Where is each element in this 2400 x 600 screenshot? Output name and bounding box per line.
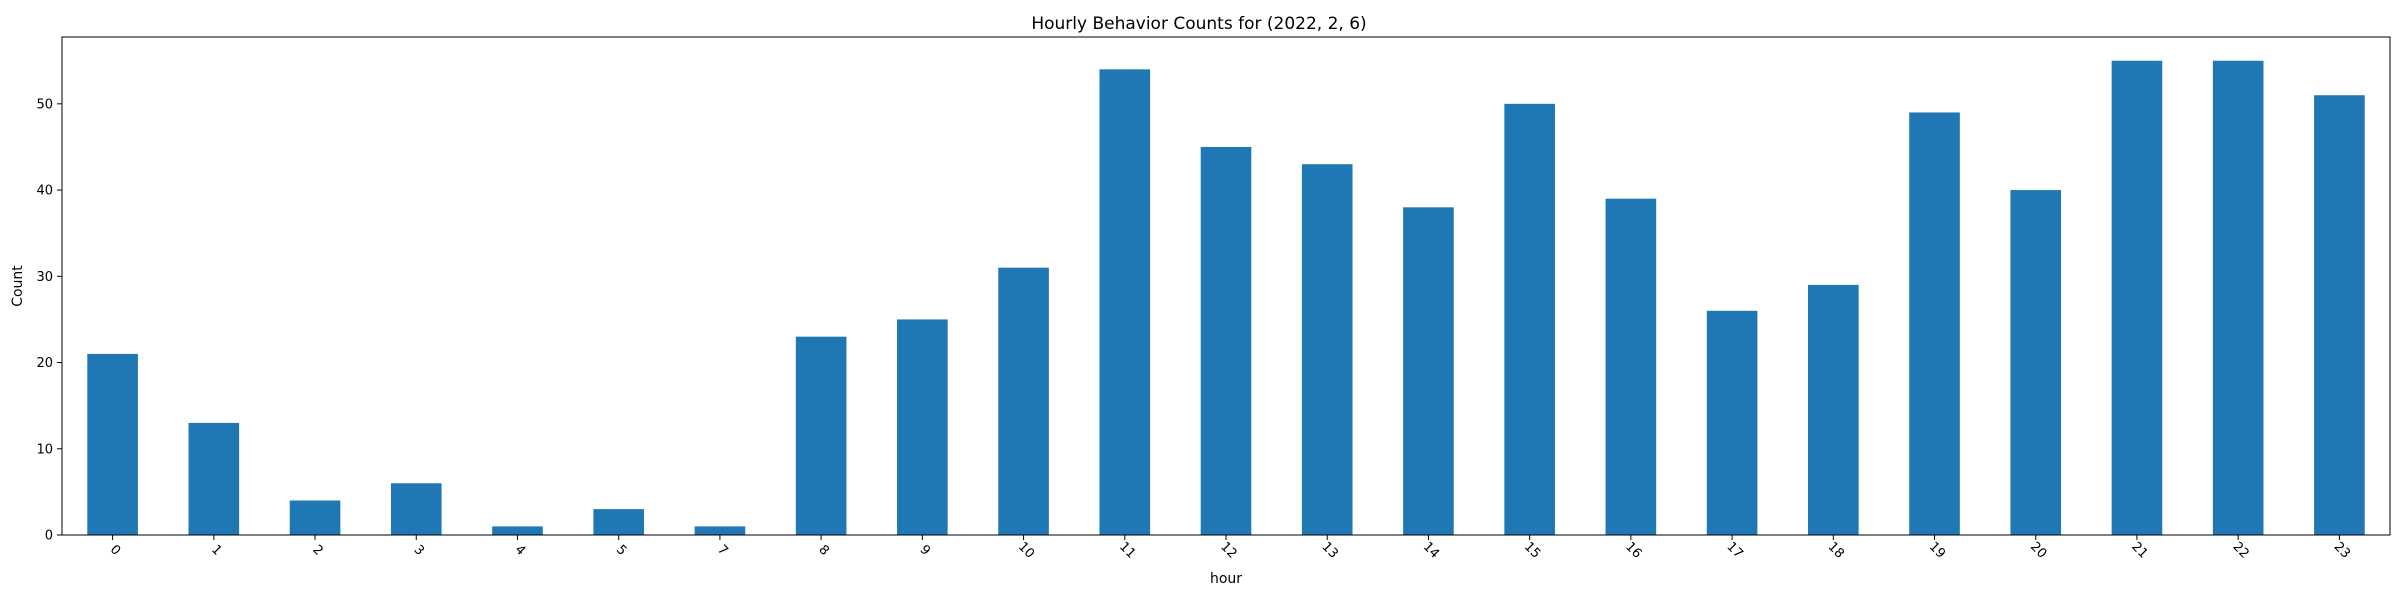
x-axis-title: hour: [1210, 571, 1242, 587]
bar-hour-18: [1808, 284, 1859, 535]
bar-hour-11: [1099, 69, 1151, 535]
chart-title: Hourly Behavior Counts for (2022, 2, 6): [1031, 14, 1366, 34]
bar-hour-3: [390, 483, 442, 535]
bar-hour-9: [897, 319, 948, 535]
y-tick-label: 50: [36, 97, 53, 112]
bar-hour-7: [694, 526, 746, 535]
bar-hour-10: [998, 267, 1049, 535]
bar-hour-22: [2212, 60, 2264, 536]
plot-area-frame: [61, 36, 2391, 536]
bar-hour-1: [188, 422, 240, 535]
bars-group: [87, 60, 2365, 536]
bar-hour-4: [492, 526, 543, 535]
y-tick-label: 30: [36, 270, 53, 285]
bar-hour-0: [87, 353, 138, 535]
bar-hour-19: [1909, 112, 1960, 535]
bar-hour-23: [2314, 95, 2365, 536]
bar-hour-20: [2010, 190, 2062, 535]
bar-hour-17: [1706, 310, 1758, 535]
y-axis: 0 10 20 30 40 50: [36, 97, 62, 544]
y-axis-title: Count: [10, 265, 26, 307]
bar-hour-5: [593, 509, 644, 535]
y-tick-label: 0: [45, 529, 53, 544]
y-tick-label: 20: [36, 356, 53, 371]
y-tick-label: 40: [36, 184, 53, 199]
bar-hour-13: [1301, 164, 1353, 535]
bar-hour-8: [795, 336, 847, 535]
bar-hour-2: [289, 500, 341, 535]
bar-hour-21: [2111, 60, 2163, 536]
bar-hour-12: [1200, 146, 1252, 535]
bar-hour-16: [1605, 198, 1657, 535]
bar-hour-15: [1504, 103, 1555, 535]
bar-hour-14: [1403, 207, 1454, 535]
y-tick-label: 10: [36, 442, 53, 457]
